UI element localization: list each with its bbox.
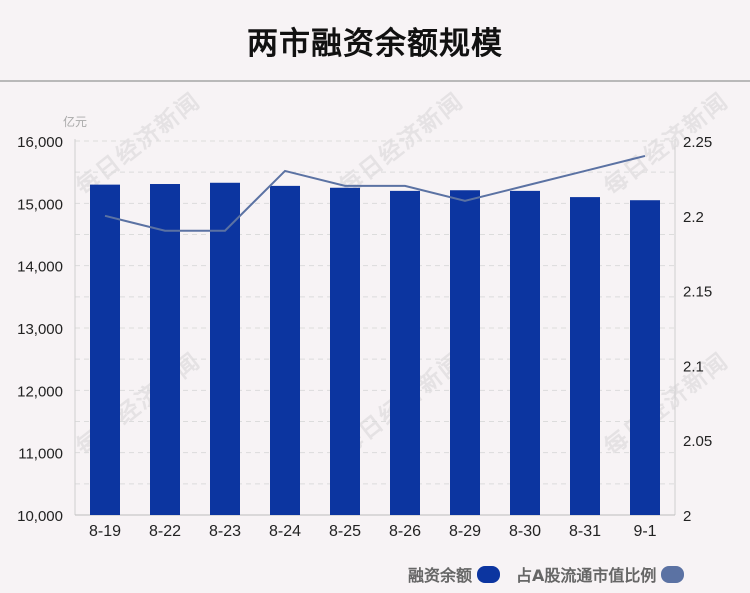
left-tick-label: 10,000: [17, 508, 63, 525]
x-tick-label: 9-1: [633, 523, 656, 540]
bar: [150, 184, 180, 515]
x-tick-label: 8-31: [569, 523, 601, 540]
ratio-line: [104, 154, 646, 232]
right-tick-label: 2.25: [683, 134, 712, 151]
title-divider: [0, 80, 750, 82]
x-tick-label: 8-22: [149, 523, 181, 540]
legend-swatch-ratio: [661, 565, 685, 583]
right-tick-label: 2: [683, 508, 691, 525]
bar: [270, 185, 300, 515]
x-tick-label: 8-25: [329, 523, 361, 540]
right-tick-label: 2.15: [683, 284, 712, 301]
left-tick-label: 13,000: [17, 321, 63, 338]
chart-title: 两市融资余额规模: [247, 26, 503, 62]
bar: [210, 182, 240, 515]
bar: [570, 197, 600, 515]
bar: [510, 190, 540, 515]
legend-swatch-balance: [477, 565, 501, 583]
left-tick-label: 15,000: [17, 196, 63, 213]
legend-label-balance: 融资余额: [408, 566, 473, 585]
left-axis-unit: 亿元: [63, 114, 87, 129]
left-tick-label: 11,000: [18, 446, 63, 463]
legend-label-ratio: 占A股流通市值比例: [516, 566, 657, 585]
x-tick-label: 8-30: [509, 523, 541, 540]
right-tick-label: 2.2: [683, 209, 704, 226]
left-tick-label: 14,000: [17, 259, 63, 276]
bar: [330, 187, 360, 515]
left-tick-label: 16,000: [17, 134, 63, 151]
x-tick-label: 8-23: [209, 523, 241, 540]
right-tick-label: 2.1: [683, 358, 704, 375]
bar: [390, 190, 420, 515]
right-tick-label: 2.05: [683, 433, 712, 450]
x-tick-label: 8-24: [269, 523, 301, 540]
legend: 融资余额 占A股流通市值比例: [408, 563, 700, 585]
bar: [450, 190, 480, 515]
x-tick-label: 8-19: [89, 523, 121, 540]
x-tick-label: 8-29: [449, 523, 481, 540]
left-tick-label: 12,000: [17, 383, 63, 400]
bar: [630, 200, 660, 515]
x-tick-label: 8-26: [389, 523, 421, 540]
bar: [90, 184, 120, 515]
